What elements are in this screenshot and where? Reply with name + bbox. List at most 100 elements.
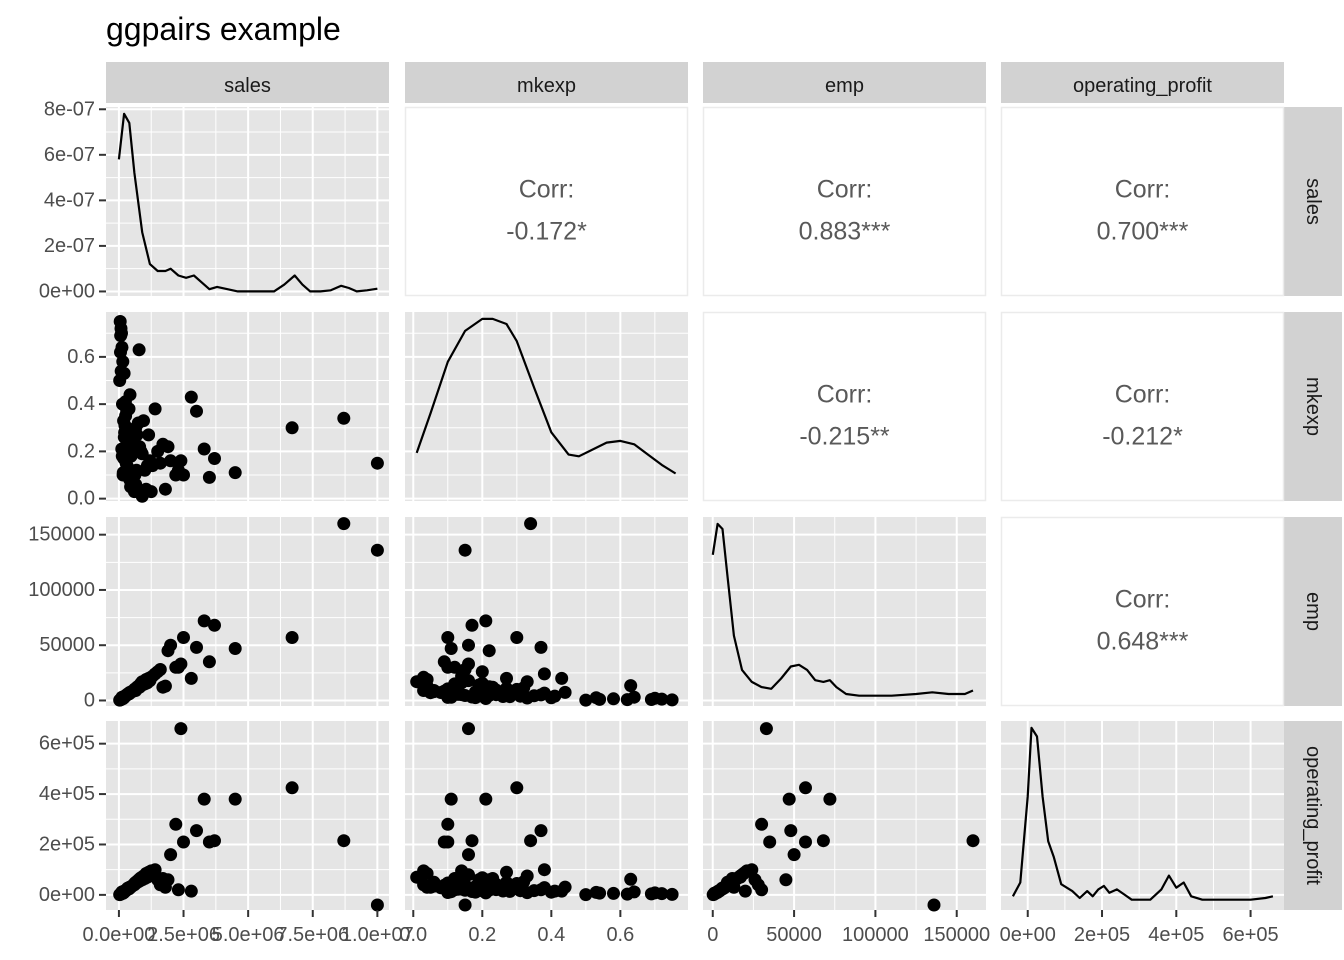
data-point [475, 665, 489, 679]
data-point [164, 848, 178, 862]
y-tick-label: 50000 [39, 634, 95, 656]
data-point [644, 693, 658, 706]
corr-value: 0.648*** [1097, 628, 1189, 656]
x-tick-label: 0.0e+00 [82, 924, 155, 946]
data-point [208, 452, 221, 465]
data-point [169, 817, 183, 831]
data-point [370, 456, 384, 470]
data-point [624, 679, 638, 693]
data-point [455, 864, 469, 878]
panel-mkexp-vs-sales [106, 312, 389, 503]
data-point [524, 834, 538, 848]
data-point [503, 684, 517, 698]
data-point [208, 834, 221, 848]
panel-sales-vs-emp: Corr: 0.883*** [702, 106, 987, 297]
data-point [123, 388, 137, 402]
data-point [593, 692, 607, 706]
data-point [184, 884, 198, 898]
data-point [787, 848, 801, 862]
data-point [144, 864, 158, 878]
data-point [202, 470, 216, 484]
row-strip-label-emp: emp [1302, 592, 1324, 631]
y-tick-label: 2e+05 [39, 833, 95, 855]
data-point [607, 886, 620, 900]
data-point [482, 644, 496, 658]
row-strip-sales [1284, 107, 1342, 296]
data-point [135, 489, 149, 503]
data-point [593, 886, 607, 900]
data-point [537, 686, 551, 700]
data-point [555, 671, 569, 685]
density-line-sales [117, 112, 378, 293]
data-point [337, 834, 351, 848]
data-point [153, 456, 167, 470]
data-point [927, 898, 941, 912]
data-point [555, 884, 569, 898]
data-point [527, 884, 541, 898]
data-point [427, 875, 441, 889]
data-point [202, 655, 216, 669]
data-point [763, 835, 777, 849]
column-strip-label-sales: sales [224, 75, 271, 97]
data-point [370, 898, 384, 912]
data-point [448, 681, 462, 695]
data-point [228, 792, 242, 806]
data-point [558, 685, 572, 699]
y-tick-label: 100000 [28, 579, 95, 601]
data-point [665, 887, 679, 901]
data-point [441, 631, 455, 644]
data-point [782, 792, 796, 806]
panel-emp-vs-operating_profit: Corr: 0.648*** [1000, 516, 1285, 707]
data-point [458, 898, 472, 912]
data-point [161, 644, 175, 658]
panel-sales-vs-operating_profit: Corr: 0.700*** [1000, 106, 1285, 297]
corr-label: Corr: [519, 176, 575, 204]
y-tick-label: 150000 [28, 524, 95, 546]
data-point [468, 685, 482, 699]
panel-emp-vs-sales [106, 517, 389, 707]
data-point [465, 618, 479, 632]
data-point [208, 618, 221, 632]
data-point [285, 421, 299, 435]
data-point [579, 888, 593, 902]
data-point [624, 872, 638, 886]
data-point [134, 444, 148, 458]
corr-panel-bg [702, 106, 987, 297]
column-strip-sales [106, 62, 389, 103]
data-point [458, 543, 472, 557]
panel-sales-vs-sales [106, 107, 389, 296]
row-strip-label-mkexp: mkexp [1302, 377, 1324, 436]
data-point [130, 463, 143, 477]
data-point [966, 834, 980, 848]
data-point [665, 693, 679, 707]
data-point [129, 684, 143, 697]
data-point [174, 722, 188, 736]
x-tick-label: 2.5e+06 [147, 924, 220, 946]
panel-mkexp-vs-operating_profit: Corr: -0.212* [1000, 311, 1285, 502]
data-point [410, 870, 424, 884]
y-tick-label: 2e-07 [44, 235, 95, 257]
corr-panel-bg [702, 311, 987, 502]
y-tick-label: 4e+05 [39, 783, 95, 805]
data-point [129, 478, 143, 491]
data-point [537, 881, 551, 895]
data-point [510, 631, 524, 644]
y-tick-label: 0.2 [67, 440, 95, 462]
data-point [171, 883, 185, 897]
corr-value: -0.212* [1102, 423, 1183, 451]
y-tick-label: 4e-07 [44, 189, 95, 211]
data-point [524, 517, 538, 531]
row-strip-operating_profit [1284, 721, 1342, 910]
y-tick-label: 6e+05 [39, 733, 95, 755]
data-point [486, 680, 500, 694]
data-point [337, 411, 351, 425]
data-point [738, 884, 752, 898]
data-point [500, 671, 513, 685]
data-point [158, 482, 172, 496]
data-point [190, 404, 203, 418]
y-tick-label: 0e+00 [39, 280, 95, 302]
density-line-operating_profit [1011, 726, 1274, 901]
data-point [759, 722, 773, 736]
data-point [161, 440, 175, 454]
